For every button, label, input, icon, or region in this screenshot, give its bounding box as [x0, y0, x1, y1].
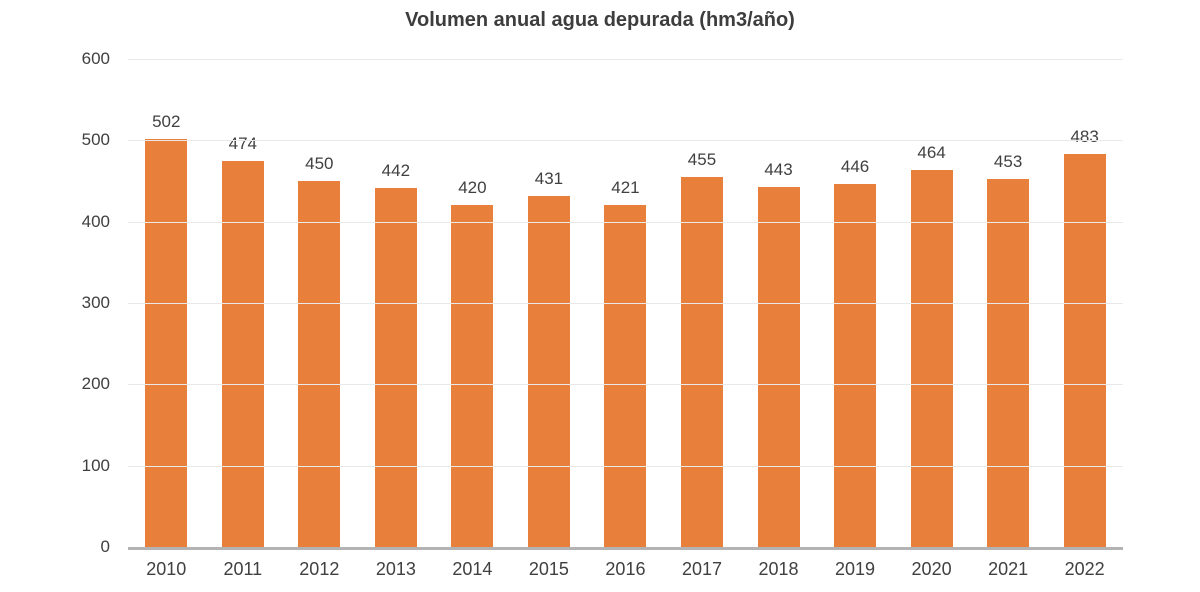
- gridline: [128, 221, 1123, 223]
- y-tick-label: 300: [81, 293, 110, 312]
- x-tick-label: 2016: [605, 559, 646, 579]
- y-tick-label: 500: [81, 130, 110, 150]
- bar-group: 420: [434, 178, 511, 547]
- y-axis: 0 100 200 300 400 500 600: [0, 49, 128, 556]
- x-tick-label: 2019: [835, 559, 876, 579]
- bar: [298, 181, 341, 547]
- x-tick-label: 2021: [988, 559, 1029, 579]
- y-tick-label: 600: [81, 49, 110, 68]
- bar: [987, 178, 1030, 547]
- bar-value-label: 431: [534, 169, 564, 189]
- bar-group: 421: [587, 178, 664, 547]
- bar: [680, 176, 723, 547]
- y-tick-label: 200: [81, 374, 110, 394]
- bar-group: 455: [664, 150, 741, 547]
- bar: [221, 161, 264, 547]
- x-tick-label: 2015: [528, 559, 569, 579]
- bar-group: 442: [358, 161, 435, 547]
- bar-value-label: 443: [764, 159, 793, 179]
- plot-area: 502 474 450 442 420 431 421 455 443 446 464 453 483: [128, 59, 1123, 550]
- bar-value-label: 474: [228, 134, 257, 154]
- bar: [834, 184, 877, 547]
- x-tick-label: 2012: [299, 559, 340, 579]
- x-tick-label: 2010: [146, 559, 187, 579]
- bar-value-label: 446: [840, 157, 870, 177]
- bar-value-label: 483: [1070, 127, 1099, 147]
- bar-value-label: 442: [381, 160, 411, 180]
- bar-value-label: 455: [687, 149, 717, 169]
- bar: [145, 138, 188, 547]
- chart-body: 0 100 200 300 400 500 600 502 474 450 442 420 431 42…: [0, 49, 1200, 580]
- bar-value-label: 502: [152, 111, 181, 131]
- bar-group: 464: [893, 143, 970, 547]
- bar-value-label: 421: [611, 177, 640, 197]
- bar: [451, 205, 494, 547]
- x-axis-labels: 2010 2011 2012 2013 2014 2015 2016 2017 2018 2019…: [128, 559, 1123, 580]
- bar-group: 443: [740, 160, 817, 547]
- x-tick-label: 2018: [758, 559, 799, 579]
- bar-value-label: 464: [917, 142, 946, 162]
- y-tick-label: 100: [81, 455, 110, 475]
- gridline: [128, 465, 1123, 467]
- x-tick-label: 2017: [681, 559, 722, 579]
- y-tick-label: 400: [81, 211, 110, 231]
- x-tick-label: 2014: [452, 559, 493, 579]
- bar-group: 453: [970, 152, 1047, 547]
- bar-group: 431: [511, 169, 588, 547]
- x-tick-label: 2022: [1064, 559, 1105, 579]
- gridline: [128, 303, 1123, 304]
- bar-group: 474: [205, 134, 282, 547]
- bar: [604, 204, 647, 547]
- x-tick-label: 2020: [911, 559, 952, 579]
- bar-value-label: 453: [993, 151, 1023, 171]
- bar-value-label: 420: [458, 178, 487, 198]
- bar-group: 446: [817, 157, 894, 547]
- bar: [757, 186, 800, 547]
- bar-value-label: 450: [305, 154, 334, 173]
- bar: [374, 187, 417, 547]
- gridline: [128, 140, 1123, 142]
- x-tick-label: 2013: [375, 559, 416, 579]
- plot-wrap: 502 474 450 442 420 431 421 455 443 446 464 453 483 …: [128, 59, 1123, 580]
- bar: [527, 196, 570, 547]
- chart-title: Volumen anual agua depurada (hm3/año): [405, 9, 795, 31]
- bar-group: 450: [281, 154, 358, 547]
- gridline: [128, 59, 1123, 60]
- bar-group: 483: [1046, 127, 1123, 547]
- bar: [910, 169, 953, 547]
- gridline: [128, 384, 1123, 386]
- y-tick-label: 0: [100, 537, 110, 556]
- bars-container: 502 474 450 442 420 431 421 455 443 446 464 453 483: [128, 59, 1123, 547]
- bar-group: 502: [128, 112, 205, 547]
- bar: [1063, 154, 1106, 547]
- x-tick-label: 2011: [223, 559, 263, 579]
